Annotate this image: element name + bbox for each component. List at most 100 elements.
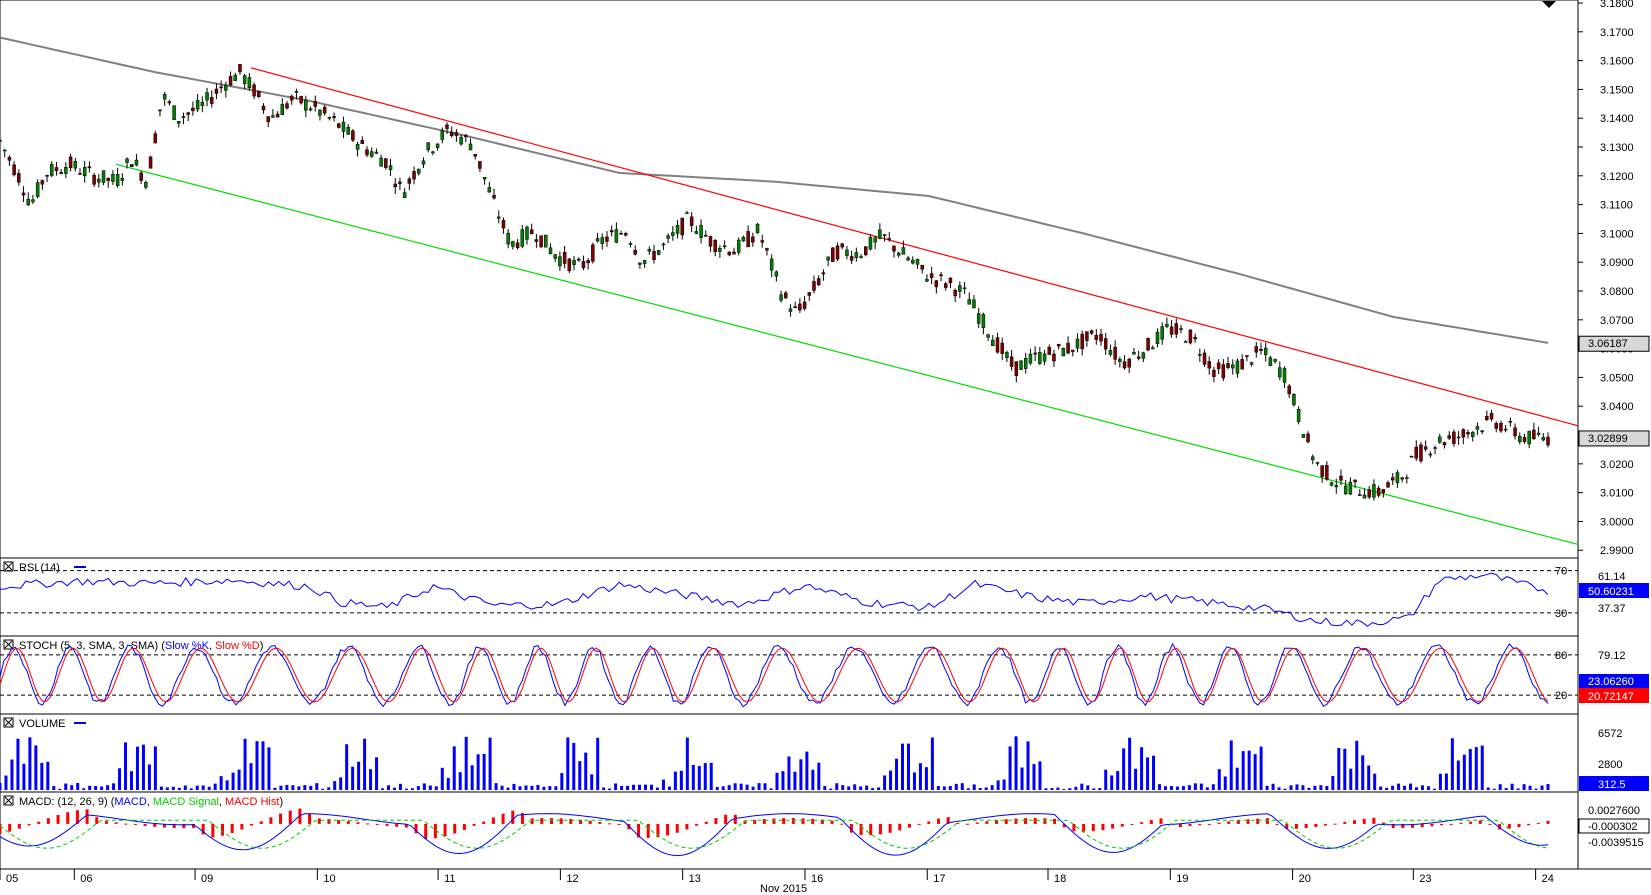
candle-body <box>1071 349 1075 352</box>
candle-body <box>1278 367 1282 378</box>
candle-body <box>694 231 699 234</box>
volume-bar <box>422 783 426 790</box>
scroll-marker-icon[interactable] <box>1542 1 1556 8</box>
candle-body <box>1339 475 1343 481</box>
candle-body <box>864 246 868 256</box>
candle-body <box>1395 472 1400 484</box>
candle-body <box>576 258 581 261</box>
macd-hist-bar <box>1353 820 1356 824</box>
macd-hist-bar <box>714 818 718 824</box>
candle-body <box>1372 484 1376 498</box>
candle-body <box>200 101 205 106</box>
volume-bar <box>972 784 976 790</box>
macd-hist-bar <box>666 823 670 836</box>
sma-value-label: 3.06187 <box>1578 335 1650 352</box>
candle-body <box>346 126 350 135</box>
stoch-close-icon[interactable] <box>3 639 14 650</box>
volume-bar <box>1140 747 1144 790</box>
volume-bar <box>363 738 367 790</box>
macd-hist-bar <box>1227 821 1231 824</box>
macd-hist-bar <box>1440 823 1444 826</box>
volume-bar <box>1456 760 1460 790</box>
candle-body <box>1080 333 1084 350</box>
macd-hist-bar <box>656 823 660 838</box>
candle-body <box>1038 352 1042 364</box>
volume-bar <box>309 785 313 790</box>
candle-body <box>1023 358 1028 369</box>
candle-body <box>755 223 760 233</box>
candle-body <box>50 164 54 176</box>
candle-body <box>826 256 830 261</box>
price-tick-label-7: 3.1100 <box>1600 200 1633 212</box>
macd-hist-bar <box>917 823 921 825</box>
candle-body <box>802 301 807 309</box>
candle-body <box>624 233 628 236</box>
candle-body <box>238 63 242 73</box>
candle-body <box>445 124 449 129</box>
macd-panel[interactable]: MACD: (12, 26, 9) (MACD, MACD Signal, MA… <box>0 795 1650 857</box>
lower-channel-line[interactable] <box>115 163 1579 546</box>
macd-close-icon[interactable] <box>3 795 14 806</box>
time-tick-label-5: 12 <box>566 873 578 885</box>
rsi-panel[interactable]: RSI (14) 70 30 61.14 50.60231 37.37 <box>0 561 1649 627</box>
candle-body <box>294 91 299 93</box>
macd-hist-bar <box>133 823 137 825</box>
volume-bar <box>1241 751 1245 790</box>
volume-bar <box>1325 785 1329 790</box>
candle-body <box>943 283 948 288</box>
macd-hist-bar <box>433 823 437 839</box>
volume-bar <box>1038 761 1042 790</box>
macd-hist-bar <box>356 822 360 824</box>
candle-body <box>482 176 487 180</box>
volume-bar <box>877 787 881 790</box>
candle-body <box>934 280 939 288</box>
candle-body <box>280 104 285 115</box>
price-panel[interactable]: 3.1800 3.1700 3.1600 3.1500 3.1400 3.1300 3.12… <box>0 0 1650 557</box>
volume-bar <box>446 777 450 790</box>
macd-hist-bar <box>830 820 834 824</box>
volume-bar <box>865 785 869 790</box>
price-tick-label-13: 3.0500 <box>1600 372 1634 384</box>
volume-panel[interactable]: VOLUME 6572 2800 312.5 <box>0 717 1649 791</box>
stochastic-panel[interactable]: STOCH (5, 3, SMA, 3, SMA) (Slow %K, Slow… <box>0 639 1649 708</box>
stoch-legend-k: Slow %K <box>165 640 210 652</box>
volume-bar <box>189 788 193 790</box>
volume-bar <box>440 767 444 790</box>
volume-bar <box>1026 741 1030 790</box>
candle-body <box>1461 429 1466 438</box>
volume-bar <box>643 784 647 790</box>
macd-hist-bar <box>1536 823 1540 825</box>
volume-bar <box>428 785 432 790</box>
price-tick-label-11: 3.0700 <box>1600 315 1634 327</box>
candle-body <box>341 121 346 132</box>
candle-body <box>1343 485 1348 495</box>
candle-body <box>195 100 200 110</box>
rsi-line <box>0 572 1549 627</box>
price-tick-label-16: 3.0200 <box>1600 459 1634 471</box>
volume-bar <box>566 737 570 790</box>
volume-bar <box>64 783 68 790</box>
candle-body <box>1231 364 1235 369</box>
volume-bar <box>1116 771 1120 790</box>
volume-bar <box>596 737 600 790</box>
volume-bar <box>1355 740 1359 790</box>
macd-lower-value: -0.0039515 <box>1588 837 1644 849</box>
volume-bar <box>763 783 767 790</box>
volume-close-icon[interactable] <box>3 717 14 728</box>
volume-bar <box>70 785 74 790</box>
macd-hist-bar <box>443 823 447 837</box>
upper-channel-line[interactable] <box>250 67 1579 427</box>
candle-body <box>153 133 158 144</box>
macd-hist-bar <box>221 823 225 836</box>
last-price-text: 3.02899 <box>1588 433 1628 445</box>
candle-body <box>402 192 407 198</box>
candle-body <box>1268 357 1273 366</box>
macd-hist-bar <box>985 821 989 824</box>
candle-body <box>355 143 360 150</box>
macd-hist-bar <box>327 819 331 824</box>
candle-body <box>1108 350 1113 355</box>
macd-hist-bar <box>1207 823 1211 825</box>
volume-bar <box>40 762 44 790</box>
macd-hist-bar <box>250 823 254 826</box>
